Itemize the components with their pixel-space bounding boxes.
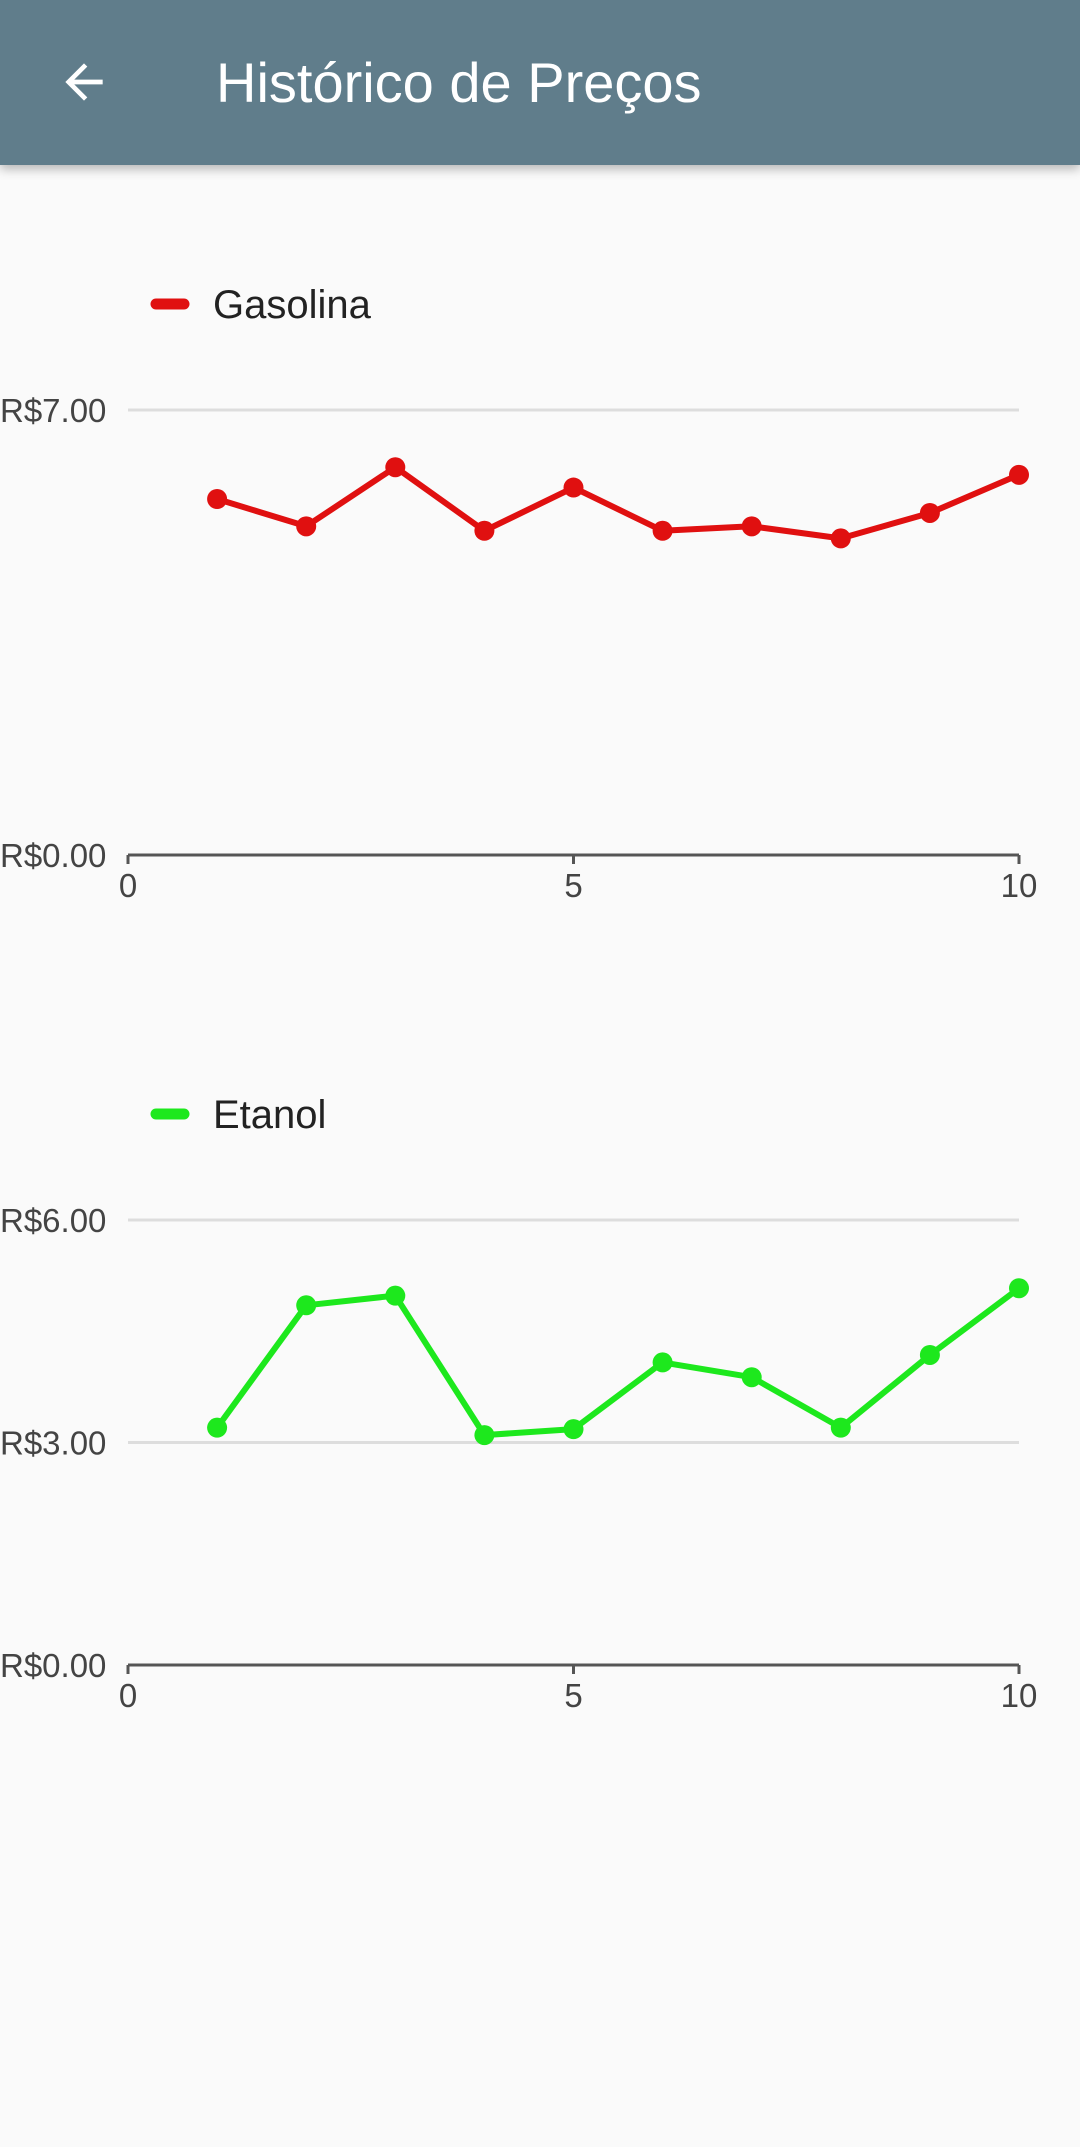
data-point <box>830 528 851 549</box>
page-title: Histórico de Preços <box>216 51 702 114</box>
x-tick-label: 0 <box>119 867 137 904</box>
data-point <box>207 489 228 509</box>
data-point <box>385 457 406 478</box>
data-point <box>741 516 762 537</box>
x-tick-label: 10 <box>1001 1677 1038 1714</box>
back-button[interactable] <box>40 42 128 122</box>
gasolina-price-chart: Gasolina R$0.00 R$7.00 0 5 10 <box>0 283 1038 904</box>
data-point <box>474 520 495 541</box>
series-line <box>216 464 1021 542</box>
y-tick-label: R$3.00 <box>0 1425 106 1462</box>
data-point <box>830 1417 851 1438</box>
series-line <box>214 1285 1021 1439</box>
legend-label: Etanol <box>213 1093 326 1137</box>
y-tick-label: R$7.00 <box>0 392 106 429</box>
x-tick-label: 5 <box>564 1677 582 1714</box>
y-tick-label: R$0.00 <box>0 837 106 874</box>
data-point <box>1009 464 1029 485</box>
data-point <box>207 1417 228 1438</box>
data-point <box>563 1419 584 1440</box>
app-bar: Histórico de Preços <box>0 0 1080 165</box>
data-point <box>385 1285 406 1306</box>
data-point <box>296 516 317 537</box>
data-point <box>563 477 584 498</box>
data-point <box>741 1367 762 1388</box>
data-point <box>1009 1278 1029 1299</box>
data-point <box>919 502 940 523</box>
y-tick-label: R$6.00 <box>0 1202 106 1239</box>
data-point <box>296 1295 317 1316</box>
x-tick-label: 10 <box>1001 867 1038 904</box>
data-point <box>652 520 673 541</box>
x-tick-label: 0 <box>119 1677 137 1714</box>
legend-label: Gasolina <box>213 283 372 327</box>
data-point <box>652 1352 673 1373</box>
etanol-price-chart: Etanol R$0.00 R$3.00 R$6.00 0 5 10 <box>0 1093 1038 1714</box>
y-tick-label: R$0.00 <box>0 1647 106 1684</box>
arrow-left-icon <box>65 63 103 101</box>
data-point <box>919 1344 940 1365</box>
data-point <box>474 1425 495 1446</box>
x-tick-label: 5 <box>564 867 582 904</box>
